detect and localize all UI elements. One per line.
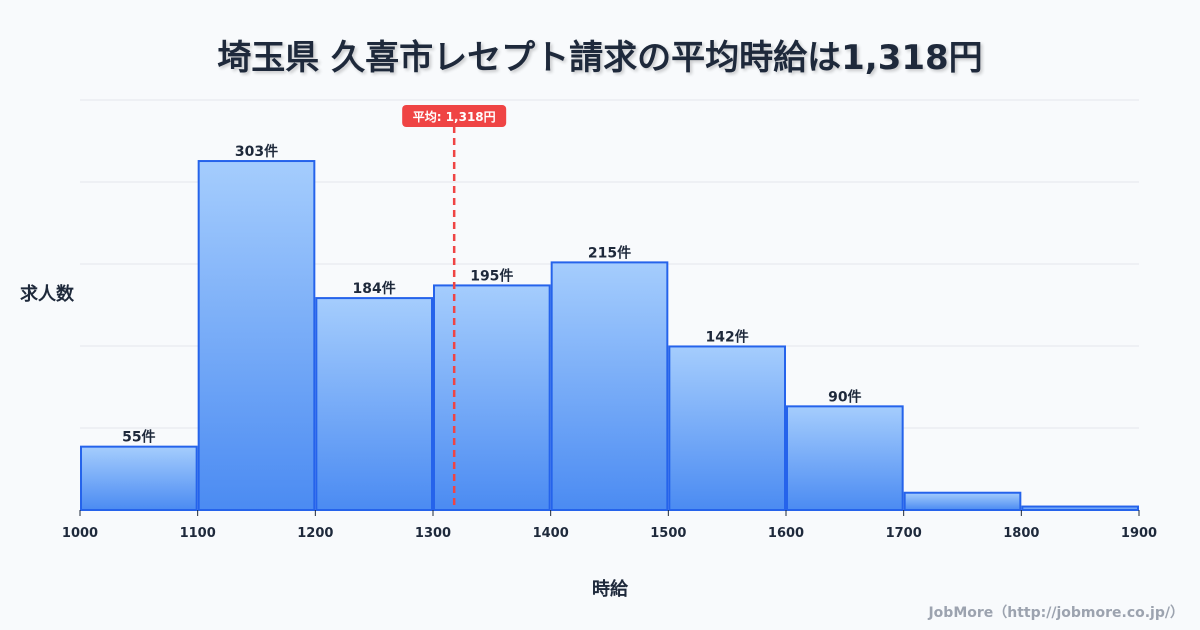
x-tick-label: 1800 (1003, 526, 1039, 541)
bar-value-label: 215件 (588, 244, 631, 261)
bar-value-label: 142件 (706, 328, 749, 345)
x-tick-label: 1000 (62, 526, 98, 541)
footer-credit: JobMore（http://jobmore.co.jp/） (928, 605, 1184, 621)
histogram-bar (668, 345, 786, 511)
histogram-bar (550, 261, 669, 511)
histogram-bar (197, 160, 316, 511)
histogram-bar (80, 445, 198, 512)
bar-value-label: 184件 (353, 280, 396, 297)
x-tick-label: 1200 (297, 526, 333, 541)
chart-title: 埼玉県 久喜市レセプト請求の平均時給は1,318円 (217, 38, 983, 78)
histogram-bar (1021, 505, 1139, 512)
x-tick-label: 1100 (180, 526, 216, 541)
histogram-bar (433, 284, 551, 512)
bar-value-label: 195件 (470, 267, 513, 284)
y-axis-label: 求人数 (20, 284, 74, 305)
mean-label: 平均: 1,318円 (413, 109, 496, 124)
histogram-bar (903, 491, 1022, 512)
histogram-bar (315, 297, 434, 511)
x-tick-label: 1600 (768, 526, 804, 541)
x-tick-label: 1500 (650, 526, 686, 541)
x-tick-label: 1300 (415, 526, 451, 541)
x-axis-label: 時給 (592, 579, 628, 600)
x-tick-label: 1900 (1121, 526, 1157, 541)
bar-value-label: 55件 (122, 429, 155, 446)
histogram-bar (786, 405, 904, 512)
x-tick-label: 1700 (886, 526, 922, 541)
mean-badge (402, 105, 507, 127)
bar-value-label: 303件 (235, 143, 278, 160)
bar-value-label: 90件 (828, 388, 861, 405)
x-tick-label: 1400 (533, 526, 569, 541)
